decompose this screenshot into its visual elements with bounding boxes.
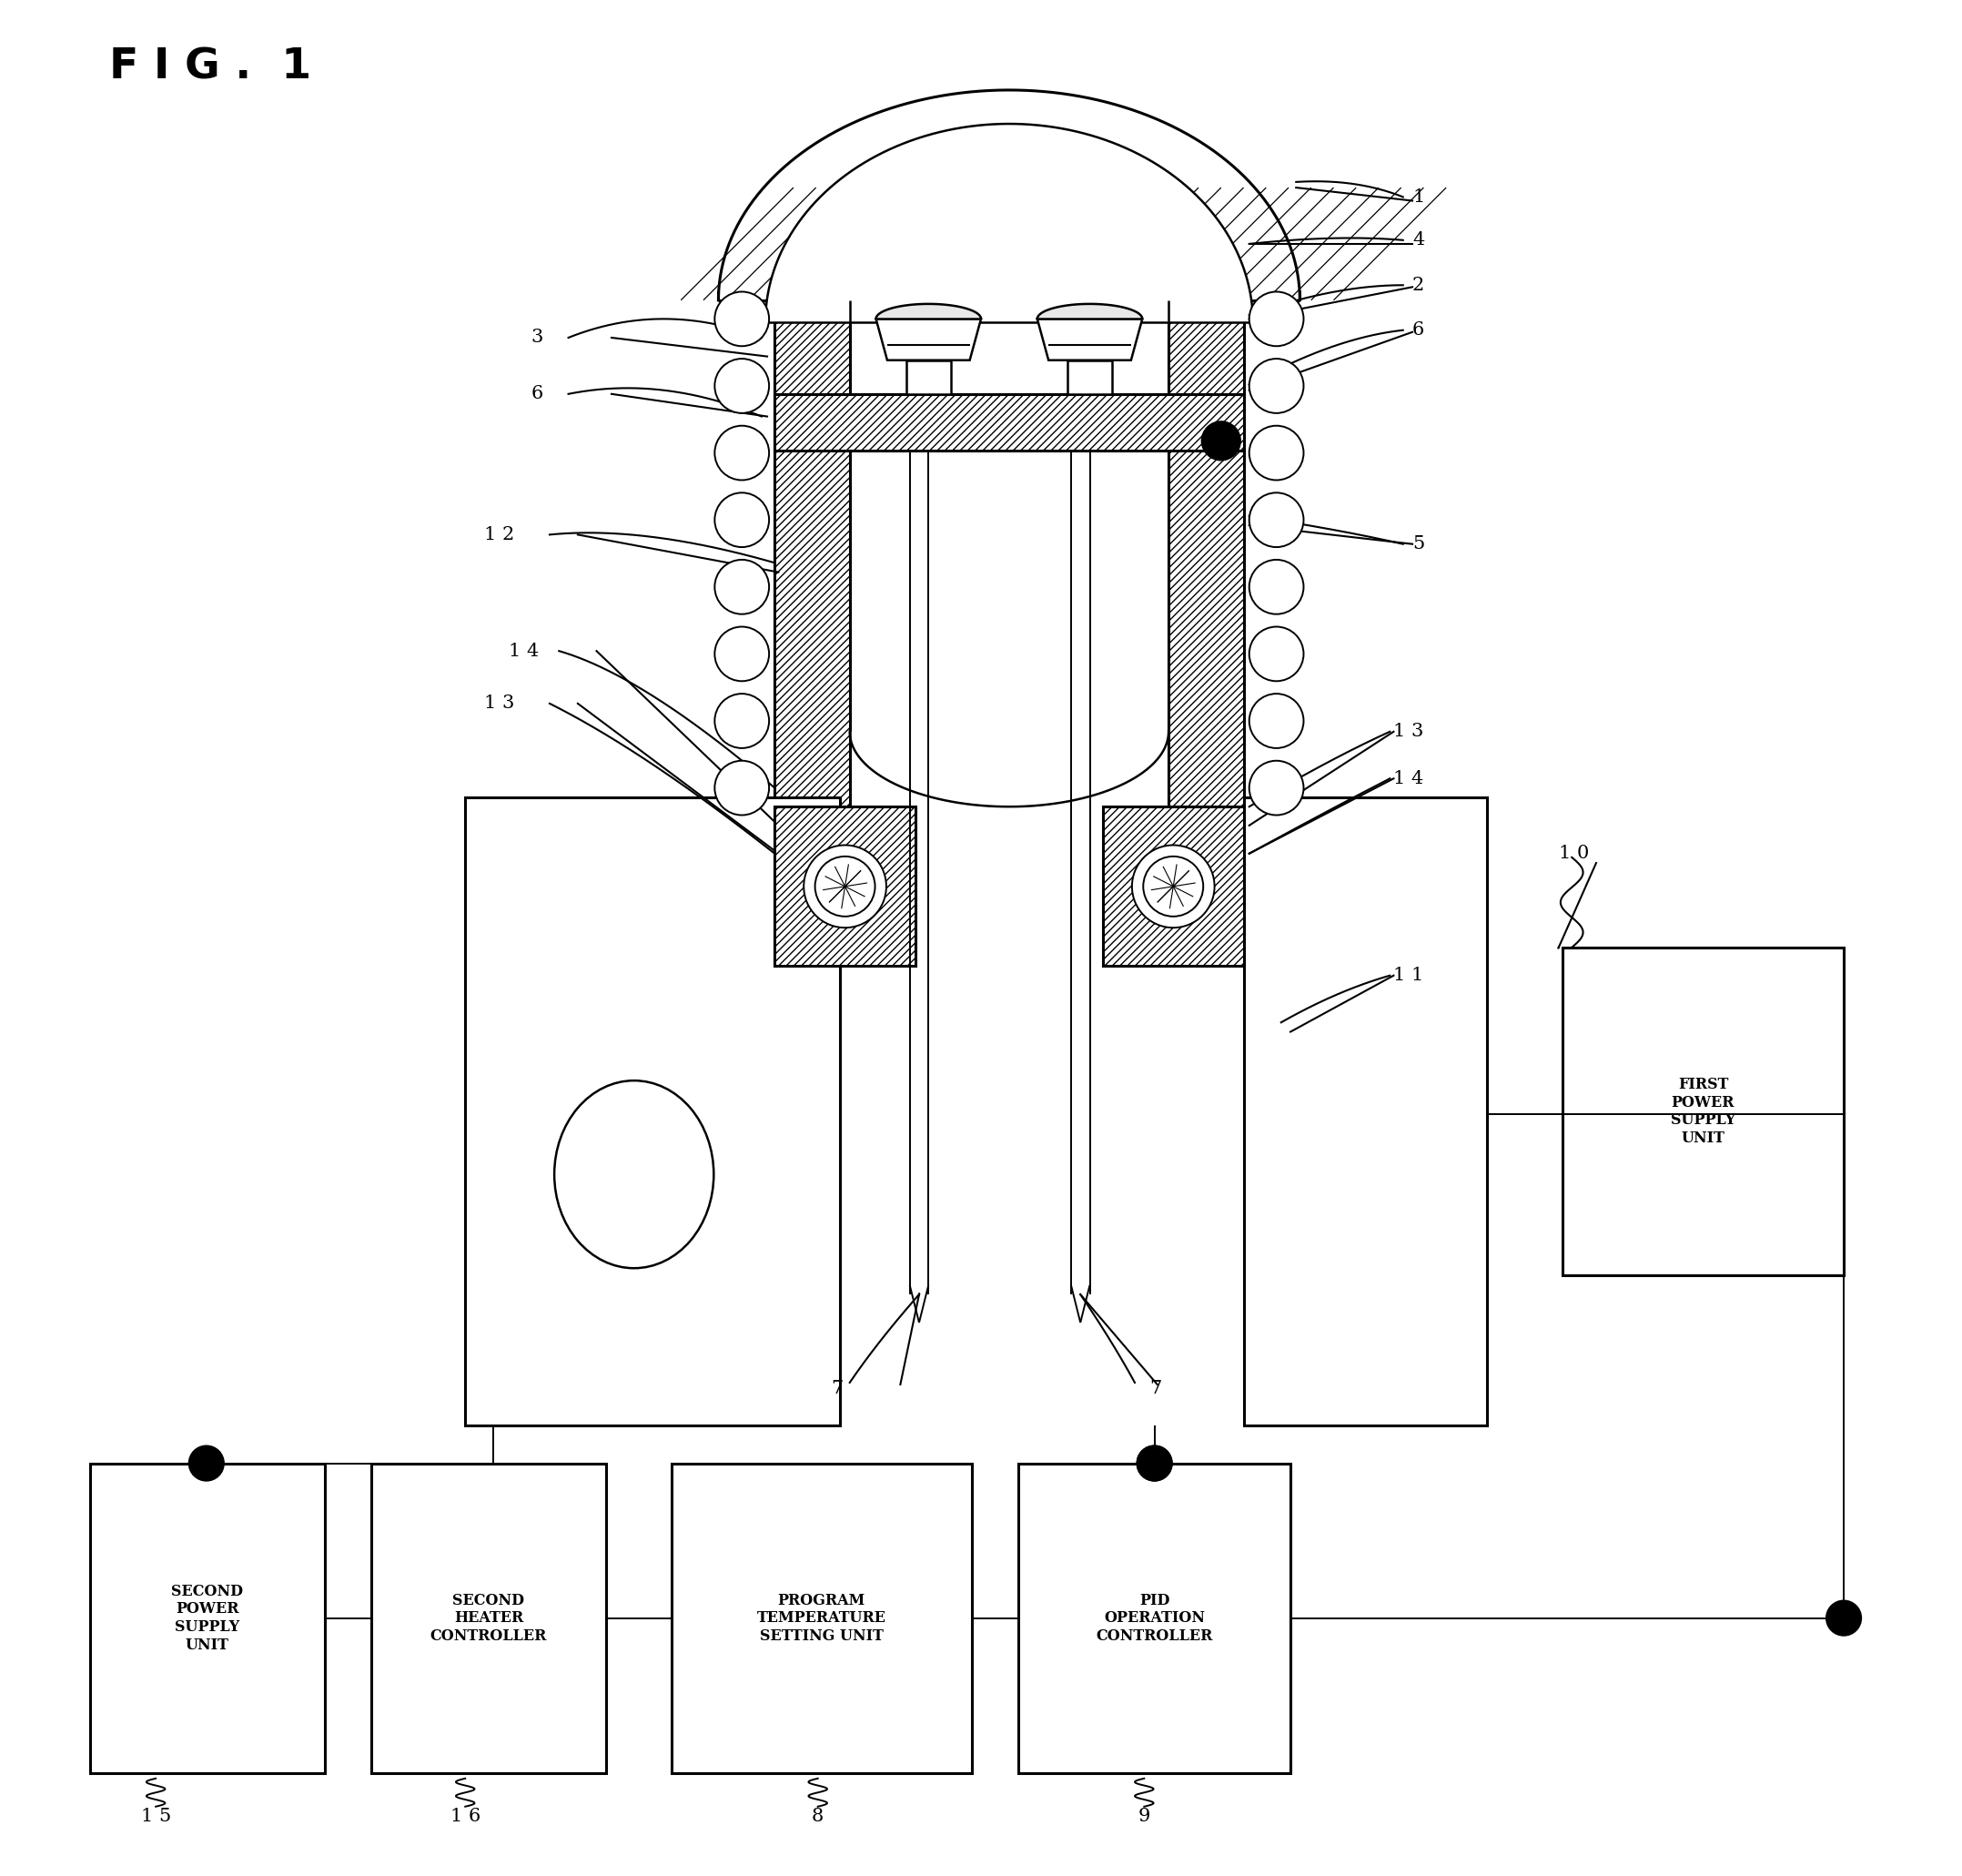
Circle shape	[714, 762, 769, 814]
Text: 1 4: 1 4	[508, 642, 540, 660]
Text: PID
OPERATION
CONTROLLER: PID OPERATION CONTROLLER	[1097, 1593, 1213, 1643]
Bar	[1562, 947, 1844, 1276]
Circle shape	[714, 627, 769, 681]
Bar	[906, 360, 952, 394]
Text: 5: 5	[1413, 535, 1424, 553]
Circle shape	[714, 293, 769, 345]
Text: 1: 1	[1413, 188, 1424, 206]
Ellipse shape	[555, 1081, 714, 1268]
Circle shape	[190, 1446, 224, 1480]
Circle shape	[1250, 762, 1303, 814]
Circle shape	[1250, 493, 1303, 548]
Circle shape	[714, 694, 769, 749]
Bar	[1018, 1463, 1291, 1773]
Text: 4: 4	[1413, 231, 1424, 250]
Circle shape	[1138, 1446, 1171, 1480]
Circle shape	[714, 493, 769, 548]
Text: 1 0: 1 0	[1558, 844, 1589, 863]
Text: SECOND
HEATER
CONTROLLER: SECOND HEATER CONTROLLER	[430, 1593, 547, 1643]
Polygon shape	[765, 124, 1254, 323]
Polygon shape	[875, 319, 981, 360]
Circle shape	[714, 426, 769, 480]
Text: 1 3: 1 3	[485, 694, 514, 713]
Text: FIRST
POWER
SUPPLY
UNIT: FIRST POWER SUPPLY UNIT	[1672, 1077, 1736, 1146]
Bar	[371, 1463, 606, 1773]
Text: 7: 7	[832, 1379, 844, 1398]
Text: 1 6: 1 6	[449, 1807, 481, 1825]
Bar	[1244, 797, 1487, 1426]
Bar	[1103, 807, 1244, 966]
Text: 1 5: 1 5	[141, 1807, 171, 1825]
Circle shape	[1138, 1446, 1171, 1480]
Bar	[775, 394, 1244, 450]
Text: 1 4: 1 4	[1393, 769, 1424, 788]
Text: SECOND
POWER
SUPPLY
UNIT: SECOND POWER SUPPLY UNIT	[171, 1583, 243, 1653]
Bar	[775, 807, 916, 966]
Text: 6: 6	[1413, 321, 1424, 340]
Circle shape	[1250, 358, 1303, 413]
Text: 6: 6	[532, 385, 543, 403]
Text: 1 2: 1 2	[485, 525, 514, 544]
Circle shape	[1203, 422, 1240, 460]
Text: 8: 8	[812, 1807, 824, 1825]
Bar	[1169, 300, 1244, 807]
Text: 7: 7	[1150, 1379, 1162, 1398]
Circle shape	[1250, 627, 1303, 681]
Polygon shape	[1038, 319, 1142, 360]
Bar	[465, 797, 840, 1426]
Bar	[90, 1463, 324, 1773]
Circle shape	[1144, 855, 1203, 915]
Circle shape	[1250, 559, 1303, 613]
Bar	[1067, 360, 1112, 394]
Text: 9: 9	[1138, 1807, 1150, 1825]
Circle shape	[1250, 293, 1303, 345]
Circle shape	[1132, 844, 1214, 929]
Circle shape	[714, 358, 769, 413]
Text: 2: 2	[1413, 276, 1424, 295]
Text: 1 3: 1 3	[1393, 722, 1424, 741]
Circle shape	[1827, 1600, 1860, 1634]
Text: PROGRAM
TEMPERATURE
SETTING UNIT: PROGRAM TEMPERATURE SETTING UNIT	[757, 1593, 887, 1643]
Text: 1 1: 1 1	[1393, 966, 1424, 985]
Circle shape	[1250, 694, 1303, 749]
Text: F I G .  1: F I G . 1	[108, 47, 312, 88]
Bar	[671, 1463, 971, 1773]
Bar	[785, 807, 840, 882]
Circle shape	[804, 844, 887, 929]
Text: 3: 3	[532, 328, 543, 347]
Circle shape	[814, 855, 875, 915]
Bar	[775, 300, 850, 807]
Polygon shape	[718, 90, 1301, 300]
Circle shape	[714, 559, 769, 613]
Circle shape	[1250, 426, 1303, 480]
